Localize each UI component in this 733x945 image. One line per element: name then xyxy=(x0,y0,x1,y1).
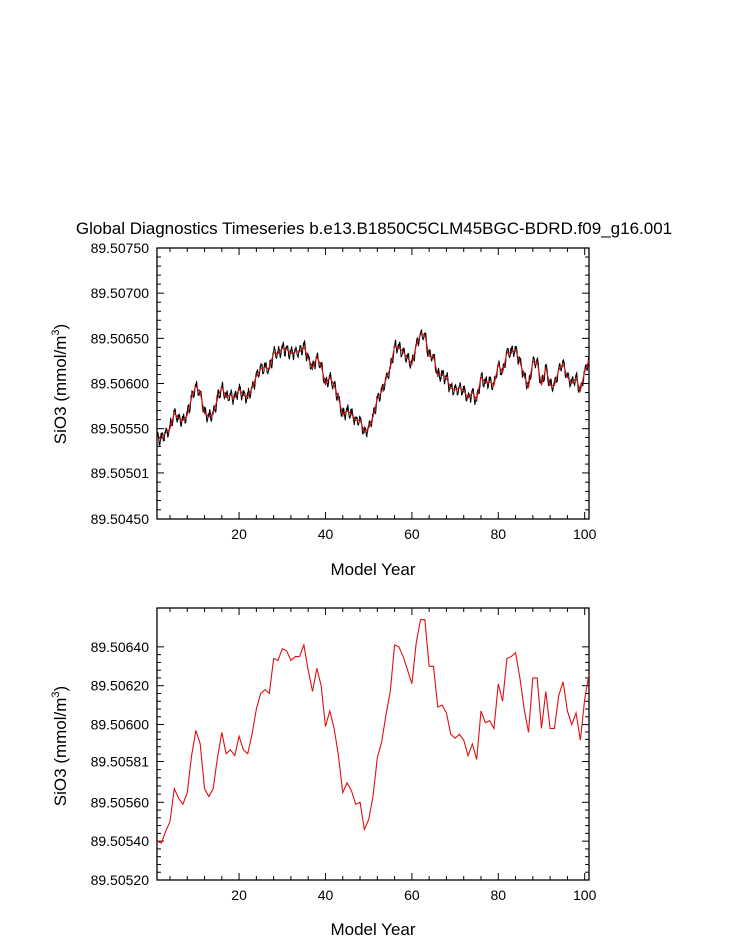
bottom-x-axis-label: Model Year xyxy=(330,920,415,939)
bottom-annual-series-line xyxy=(156,619,590,844)
top-panel: 20 40 60 80 100 89.50450 89.50501 89.50550 89.50… xyxy=(91,240,597,542)
top-y-tick-label: 89.50750 xyxy=(91,240,150,256)
bottom-y-axis-label: SiO3 (mmol/m3) xyxy=(50,686,70,806)
top-y-tick-label: 89.50550 xyxy=(91,421,150,437)
bottom-y-axis-label-close: ) xyxy=(51,686,70,692)
bottom-y-axis-label-sup: 3 xyxy=(50,691,62,697)
bottom-plot-frame xyxy=(156,607,590,881)
bottom-y-axis-label-main: SiO3 (mmol/m xyxy=(51,698,70,807)
top-x-tick-label: 100 xyxy=(573,526,597,542)
bottom-y-tick-label: 89.50520 xyxy=(91,872,150,888)
bottom-x-tick-label: 80 xyxy=(490,887,506,903)
top-x-tick-label: 80 xyxy=(490,526,506,542)
top-y-axis-label-sup: 3 xyxy=(50,329,62,335)
top-y-tick-label: 89.50700 xyxy=(91,285,150,301)
chart-title: Global Diagnostics Timeseries b.e13.B185… xyxy=(76,219,672,238)
bottom-y-tick-label: 89.50620 xyxy=(91,678,150,694)
top-y-axis-label: SiO3 (mmol/m3) xyxy=(50,324,70,444)
top-annual-series-line xyxy=(156,334,590,440)
bottom-y-tick-label: 89.50640 xyxy=(91,639,150,655)
bottom-y-tick-label: 89.50600 xyxy=(91,717,150,733)
top-y-tick-label: 89.50600 xyxy=(91,376,150,392)
bottom-panel: 20 40 60 80 100 89.50520 89.50540 89.50560 89.50… xyxy=(91,607,597,903)
bottom-y-tick-label: 89.50560 xyxy=(91,794,150,810)
top-x-tick-label: 20 xyxy=(231,526,247,542)
top-y-axis-label-close: ) xyxy=(51,324,70,330)
bottom-y-tick-label: 89.50581 xyxy=(91,753,150,769)
bottom-x-tick-label: 20 xyxy=(231,887,247,903)
top-y-axis-label-main: SiO3 (mmol/m xyxy=(51,336,70,445)
top-x-axis-label: Model Year xyxy=(330,560,415,579)
bottom-x-tick-label: 40 xyxy=(318,887,334,903)
top-monthly-series-line xyxy=(156,329,590,447)
top-x-tick-label: 60 xyxy=(404,526,420,542)
bottom-x-tick-label: 100 xyxy=(573,887,597,903)
bottom-y-tick-label: 89.50540 xyxy=(91,833,150,849)
top-y-tick-label: 89.50650 xyxy=(91,330,150,346)
top-y-tick-label: 89.50450 xyxy=(91,511,150,527)
top-x-tick-label: 40 xyxy=(318,526,334,542)
bottom-x-tick-label: 60 xyxy=(404,887,420,903)
top-y-tick-label: 89.50501 xyxy=(91,465,150,481)
